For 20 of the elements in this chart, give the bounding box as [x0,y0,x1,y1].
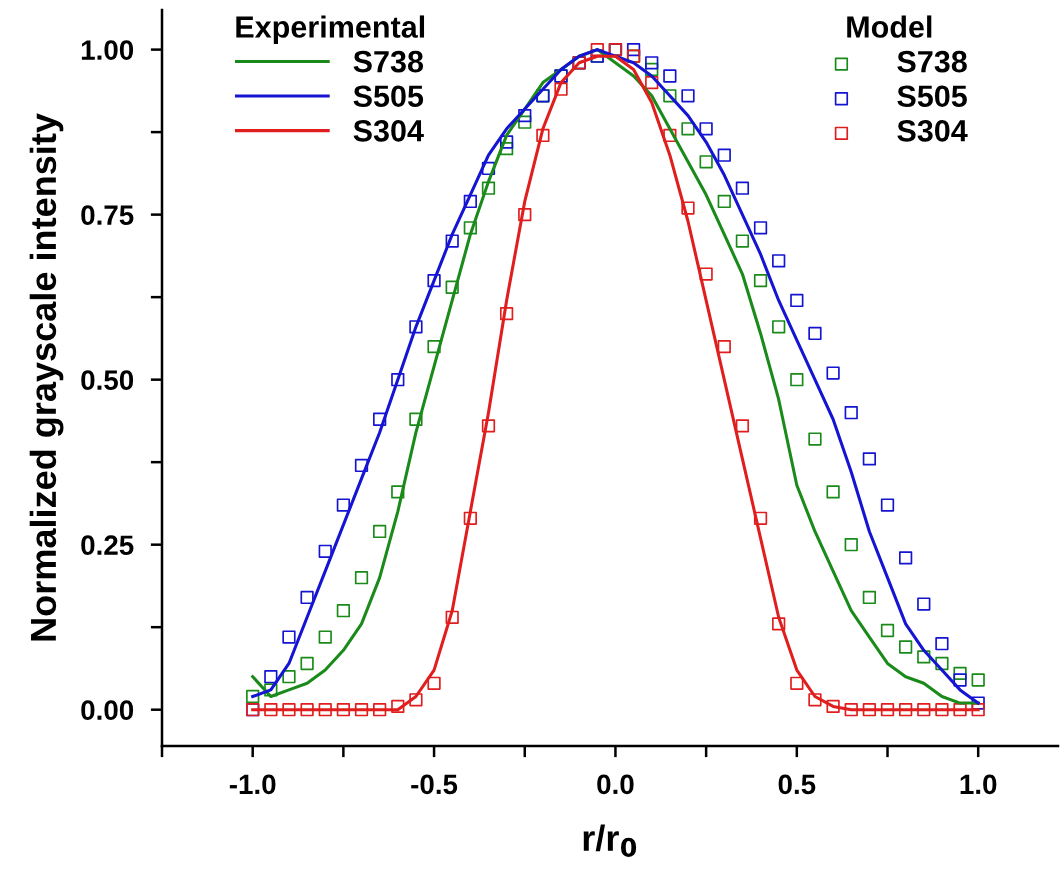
x-tick-label: 0.0 [597,774,634,795]
y-tick-label: 0.75 [81,205,134,225]
legend-label: S304 [897,120,968,142]
y-axis-title: Normalized grayscale intensity [29,113,64,641]
legend-label: S505 [897,85,967,108]
y-tick-label: 0.50 [81,370,134,390]
y-tick-label: 0.25 [81,535,134,556]
y-tick-label: 1.00 [81,40,134,60]
legend-label: S738 [897,50,967,73]
legend-label: S505 [353,85,424,108]
x-tick-label: 1.0 [960,774,997,795]
x-tick-label: -1.0 [229,774,276,795]
y-tick-label: 0.00 [81,700,134,721]
legend-label: S304 [353,120,424,142]
legend-label: S738 [353,50,424,73]
text: Experimental [236,15,425,44]
text: Model [847,15,932,38]
x-tick-label: -0.5 [411,774,458,795]
x-tick-label: 0.5 [778,774,816,795]
x-axis-title: r/r$_{0}$ [583,824,637,857]
